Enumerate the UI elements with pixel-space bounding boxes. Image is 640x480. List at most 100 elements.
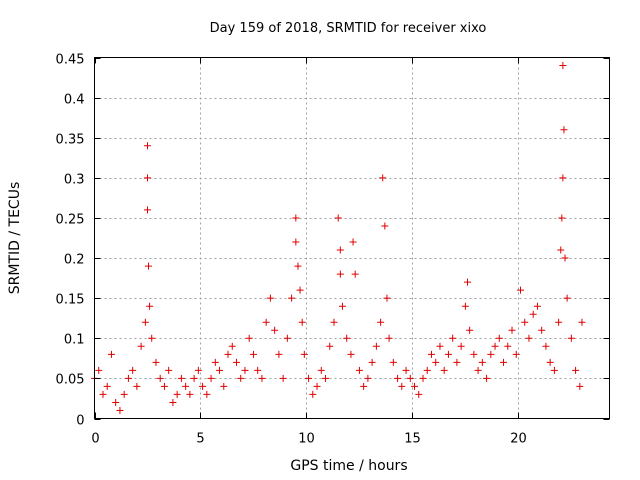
grid: [94, 57, 610, 419]
data-point: [95, 366, 103, 374]
x-tick-label: 15: [404, 432, 421, 447]
data-point: [211, 358, 219, 366]
data-point: [347, 350, 355, 358]
data-point: [546, 358, 554, 366]
data-point: [491, 342, 499, 350]
data-point: [470, 350, 478, 358]
data-point: [288, 294, 296, 302]
data-point: [338, 302, 346, 310]
data-point: [194, 366, 202, 374]
data-point: [141, 318, 149, 326]
data-point: [186, 390, 194, 398]
y-tick-label: 0.1: [64, 333, 85, 348]
data-point: [474, 366, 482, 374]
data-point: [394, 374, 402, 382]
data-point: [415, 390, 423, 398]
data-point: [120, 390, 128, 398]
tick-labels: 0 0.05 0.1 0.15 0.2 0.25 0.3 0.35 0.4 0.45 0 5 10 15 2…: [56, 53, 527, 447]
data-point: [271, 326, 279, 334]
data-point: [385, 334, 393, 342]
plot-frame: [94, 57, 610, 419]
y-tick-label: 0.05: [56, 373, 85, 388]
x-tick-label: 20: [510, 432, 527, 447]
data-point: [538, 326, 546, 334]
data-point: [533, 302, 541, 310]
data-point: [143, 142, 151, 150]
data-point: [133, 382, 141, 390]
data-point: [146, 302, 154, 310]
y-tick-label: 0: [76, 414, 84, 429]
data-point: [275, 350, 283, 358]
data-point: [112, 398, 120, 406]
data-point: [152, 358, 160, 366]
data-point: [292, 238, 300, 246]
chart-title: Day 159 of 2018, SRMTID for receiver xix…: [210, 21, 487, 36]
x-axis-label: GPS time / hours: [290, 458, 407, 474]
data-point: [145, 262, 153, 270]
data-point: [355, 366, 363, 374]
data-point: [419, 374, 427, 382]
data-point: [124, 374, 132, 382]
data-point: [423, 366, 431, 374]
data-point: [266, 294, 274, 302]
data-point: [279, 374, 287, 382]
data-point: [232, 358, 240, 366]
data-point: [116, 406, 124, 414]
data-point: [165, 366, 173, 374]
y-tick-label: 0.15: [56, 293, 85, 308]
data-point: [563, 294, 571, 302]
data-point: [383, 294, 391, 302]
data-points: [91, 62, 586, 414]
data-point: [461, 302, 469, 310]
data-point: [487, 350, 495, 358]
data-point: [567, 334, 575, 342]
data-point: [199, 382, 207, 390]
data-point: [398, 382, 406, 390]
data-point: [560, 126, 568, 134]
data-point: [262, 318, 270, 326]
data-point: [241, 366, 249, 374]
data-point: [449, 334, 457, 342]
data-point: [298, 318, 306, 326]
data-point: [521, 318, 529, 326]
data-point: [495, 334, 503, 342]
data-point: [464, 278, 472, 286]
data-point: [561, 254, 569, 262]
data-point: [143, 174, 151, 182]
data-point: [529, 310, 537, 318]
data-point: [334, 214, 342, 222]
data-point: [203, 390, 211, 398]
data-point: [300, 350, 308, 358]
data-point: [309, 390, 317, 398]
data-point: [220, 382, 228, 390]
data-point: [160, 382, 168, 390]
data-point: [292, 214, 300, 222]
data-point: [364, 374, 372, 382]
data-point: [411, 382, 419, 390]
data-point: [525, 334, 533, 342]
data-point: [245, 334, 253, 342]
data-point: [572, 366, 580, 374]
data-point: [432, 358, 440, 366]
data-point: [483, 374, 491, 382]
data-point: [379, 174, 387, 182]
data-point: [349, 238, 357, 246]
data-point: [457, 342, 465, 350]
data-point: [107, 350, 115, 358]
axis-ticks: [94, 57, 610, 420]
data-point: [103, 382, 111, 390]
data-point: [343, 334, 351, 342]
data-point: [317, 366, 325, 374]
data-point: [427, 350, 435, 358]
data-point: [156, 374, 164, 382]
data-point: [228, 342, 236, 350]
data-point: [542, 342, 550, 350]
data-point: [296, 286, 304, 294]
data-point: [137, 342, 145, 350]
data-point: [216, 366, 224, 374]
data-point: [336, 246, 344, 254]
data-point: [326, 342, 334, 350]
x-tick-label: 5: [196, 432, 204, 447]
data-point: [576, 382, 584, 390]
